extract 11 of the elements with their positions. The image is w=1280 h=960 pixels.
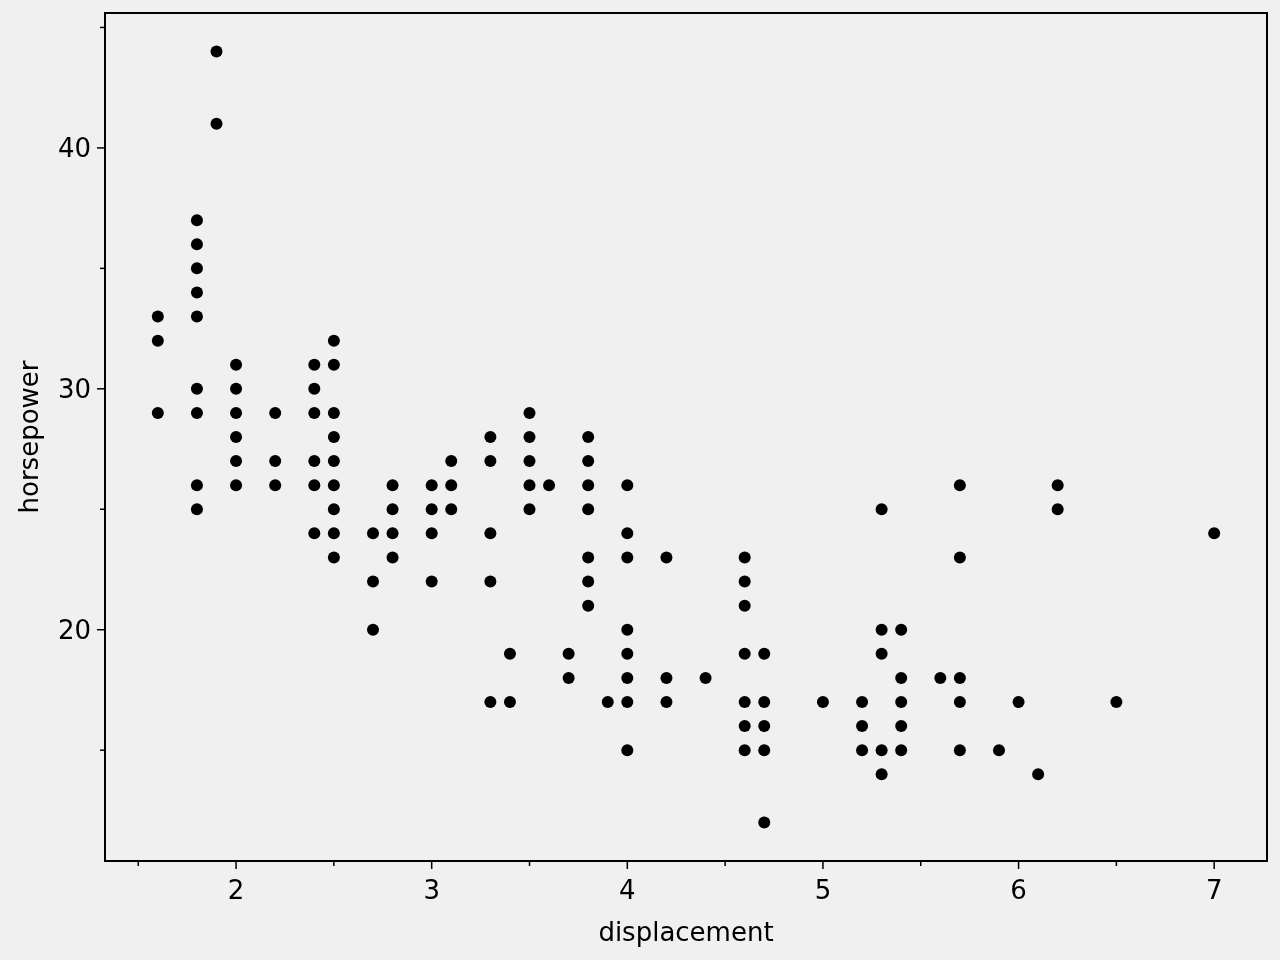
x-axis-title: displacement <box>598 917 774 947</box>
x-tick-label: 3 <box>423 875 440 905</box>
y-axis-title: horsepower <box>14 360 44 514</box>
x-tick-label: 5 <box>814 875 832 905</box>
x-tick-label: 4 <box>619 875 636 905</box>
y-tick-label: 20 <box>57 614 91 645</box>
x-tick-label: 7 <box>1205 875 1223 905</box>
x-tick-label: 6 <box>1010 875 1027 905</box>
x-tick-label: 2 <box>227 875 245 905</box>
y-tick-label: 40 <box>57 132 91 163</box>
y-tick-label: 30 <box>57 373 91 404</box>
